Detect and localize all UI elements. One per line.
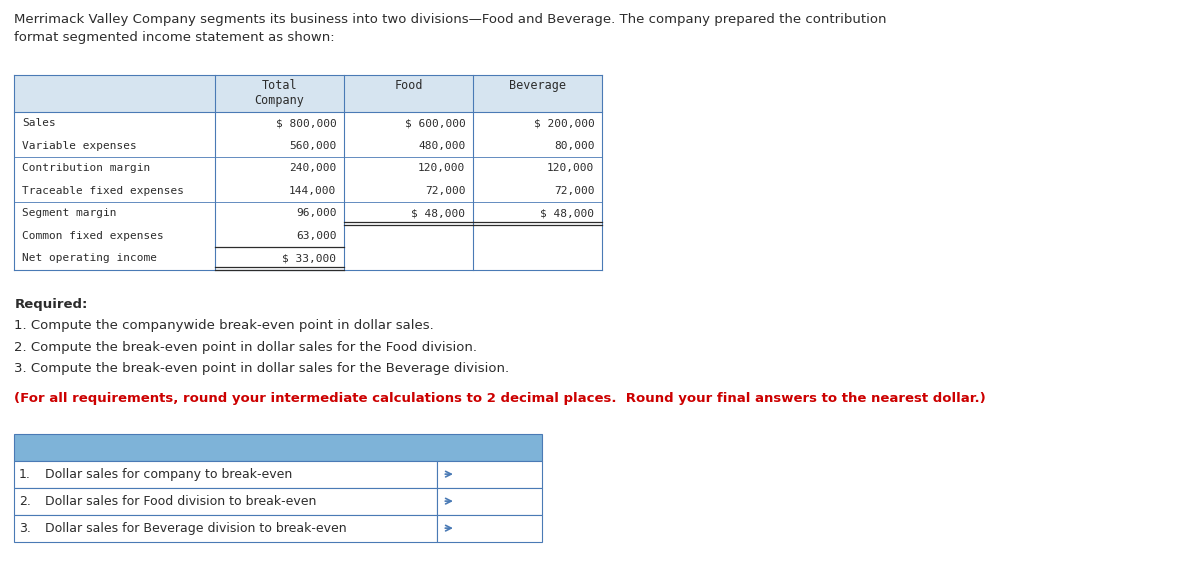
- Text: 80,000: 80,000: [554, 141, 594, 151]
- Text: 63,000: 63,000: [296, 231, 336, 241]
- Text: 144,000: 144,000: [289, 186, 336, 196]
- Text: $ 600,000: $ 600,000: [404, 118, 466, 128]
- Text: 1. Compute the companywide break-even point in dollar sales.: 1. Compute the companywide break-even po…: [14, 319, 434, 332]
- FancyBboxPatch shape: [14, 515, 437, 542]
- FancyBboxPatch shape: [14, 75, 602, 112]
- Text: $ 48,000: $ 48,000: [412, 208, 466, 219]
- FancyBboxPatch shape: [437, 487, 541, 515]
- Text: 96,000: 96,000: [296, 208, 336, 219]
- Text: Sales: Sales: [22, 118, 55, 128]
- Text: Total
Company: Total Company: [254, 79, 305, 107]
- Text: 72,000: 72,000: [425, 186, 466, 196]
- Text: 240,000: 240,000: [289, 163, 336, 173]
- FancyBboxPatch shape: [437, 515, 541, 542]
- Text: 72,000: 72,000: [554, 186, 594, 196]
- FancyBboxPatch shape: [437, 461, 541, 487]
- Text: 120,000: 120,000: [547, 163, 594, 173]
- Text: Dollar sales for Food division to break-even: Dollar sales for Food division to break-…: [44, 494, 317, 508]
- Text: Traceable fixed expenses: Traceable fixed expenses: [22, 186, 184, 196]
- Text: 3.: 3.: [19, 522, 31, 535]
- FancyBboxPatch shape: [14, 487, 437, 515]
- Text: 3. Compute the break-even point in dollar sales for the Beverage division.: 3. Compute the break-even point in dolla…: [14, 362, 510, 375]
- Text: Food: Food: [395, 79, 422, 92]
- Text: 120,000: 120,000: [418, 163, 466, 173]
- Text: Common fixed expenses: Common fixed expenses: [22, 231, 163, 241]
- FancyBboxPatch shape: [14, 434, 541, 461]
- Text: 560,000: 560,000: [289, 141, 336, 151]
- Text: 1.: 1.: [19, 468, 31, 480]
- Text: Net operating income: Net operating income: [22, 254, 157, 264]
- Text: Segment margin: Segment margin: [22, 208, 116, 219]
- Text: 2. Compute the break-even point in dollar sales for the Food division.: 2. Compute the break-even point in dolla…: [14, 340, 478, 354]
- Text: Dollar sales for company to break-even: Dollar sales for company to break-even: [44, 468, 292, 480]
- Text: Variable expenses: Variable expenses: [22, 141, 137, 151]
- Text: Dollar sales for Beverage division to break-even: Dollar sales for Beverage division to br…: [44, 522, 347, 535]
- Text: Required:: Required:: [14, 298, 88, 311]
- Text: $ 33,000: $ 33,000: [282, 254, 336, 264]
- FancyBboxPatch shape: [14, 461, 437, 487]
- Text: 480,000: 480,000: [418, 141, 466, 151]
- Text: 2.: 2.: [19, 494, 31, 508]
- Text: Contribution margin: Contribution margin: [22, 163, 150, 173]
- Text: $ 800,000: $ 800,000: [276, 118, 336, 128]
- Text: Beverage: Beverage: [509, 79, 566, 92]
- Text: $ 48,000: $ 48,000: [540, 208, 594, 219]
- Text: (For all requirements, round your intermediate calculations to 2 decimal places.: (For all requirements, round your interm…: [14, 392, 986, 405]
- Text: Merrimack Valley Company segments its business into two divisions—Food and Bever: Merrimack Valley Company segments its bu…: [14, 13, 887, 44]
- Text: $ 200,000: $ 200,000: [534, 118, 594, 128]
